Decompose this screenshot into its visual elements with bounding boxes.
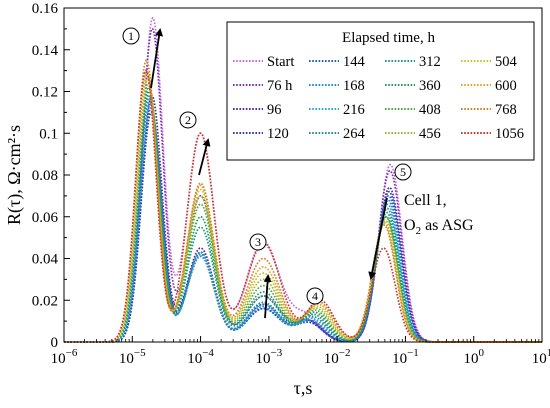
- cell-label-subscript: 2: [416, 225, 422, 237]
- legend-entry-label: Start: [267, 54, 294, 70]
- x-tick-label: 10−5: [119, 347, 146, 367]
- y-tick-label: 0: [51, 335, 59, 351]
- y-tick-label: 0.16: [32, 1, 59, 17]
- peak-marker-circle: [179, 111, 197, 129]
- x-tick-label: 10−2: [324, 347, 351, 367]
- y-tick-label: 0.14: [32, 43, 59, 59]
- peak-marker-label: 1: [128, 29, 134, 43]
- x-tick-label: 10−3: [255, 347, 282, 367]
- legend-entry-label: 504: [495, 54, 518, 70]
- legend-entry-label: 144: [343, 54, 366, 70]
- cell-label-rest: as ASG: [421, 217, 474, 234]
- peak-marker-circle: [122, 27, 140, 45]
- peak-markers: 1 2 3 4 5: [122, 27, 412, 305]
- peak-marker-label: 4: [312, 289, 318, 303]
- legend: Elapsed time, h Start 76 h 96 120 144 168 216 26…: [226, 21, 535, 161]
- x-tick-label: 10−1: [392, 347, 419, 367]
- legend-entry-label: 168: [343, 78, 365, 94]
- peak-marker-circle: [394, 163, 412, 181]
- legend-entry-label: 360: [419, 78, 441, 94]
- y-tick-label: 0.12: [32, 85, 58, 101]
- peak-marker-circle: [249, 233, 267, 251]
- legend-entry-label: 768: [495, 102, 517, 118]
- annotation-arrow-1: [150, 28, 164, 89]
- y-tick-label: 0.06: [32, 210, 59, 226]
- y-tick-label: 0.04: [32, 252, 59, 268]
- y-tick-label: 0.08: [32, 168, 58, 184]
- legend-entry-label: 264: [343, 126, 366, 142]
- legend-entry-label: 600: [495, 78, 517, 94]
- y-tick-label: 0.1: [39, 126, 58, 142]
- x-tick-label: 10−6: [51, 347, 78, 367]
- legend-entry-label: 408: [419, 102, 441, 118]
- y-tick-label: 0.02: [32, 293, 58, 309]
- y-axis-ticks: 0 0.02 0.04 0.06 0.08 0.1 0.12 0.14 0.16: [32, 1, 70, 351]
- legend-entry-label: 96: [267, 102, 282, 118]
- series-line-768: [64, 59, 542, 343]
- x-tick-label: 101: [532, 347, 550, 367]
- annotation-arrow-3: [263, 274, 272, 319]
- legend-entry-label: 312: [419, 54, 441, 70]
- series-line-1056: [64, 69, 542, 343]
- cell-label-line1: Cell 1,: [404, 192, 447, 209]
- x-axis-title: τ,s: [294, 378, 313, 398]
- legend-title: Elapsed time, h: [342, 30, 435, 46]
- y-axis-title: R(τ), Ω·cm²·s: [4, 125, 25, 225]
- cell-label-line2: O2 as ASG: [404, 217, 474, 237]
- annotation-arrow-4: [368, 197, 388, 280]
- x-axis-ticks: 10−6 10−5 10−4 10−3 10−2 10−1 100 101: [51, 336, 550, 367]
- peak-marker-label: 3: [255, 235, 261, 249]
- cell-label-o: O: [404, 217, 416, 234]
- peak-marker-label: 5: [400, 165, 406, 179]
- annotation-arrows: [150, 28, 388, 319]
- legend-entry-label: 76 h: [267, 78, 293, 94]
- legend-box: [226, 21, 535, 161]
- x-tick-label: 10−4: [187, 347, 214, 367]
- legend-entry-label: 456: [419, 126, 441, 142]
- annotation-arrow-2: [198, 138, 211, 176]
- x-tick-label: 100: [463, 347, 484, 367]
- legend-entry-label: 216: [343, 102, 365, 118]
- legend-entry-label: 1056: [495, 126, 524, 142]
- peak-marker-circle: [306, 287, 324, 305]
- legend-entry-label: 120: [267, 126, 289, 142]
- peak-marker-label: 2: [185, 113, 191, 127]
- series-line-216: [64, 98, 542, 343]
